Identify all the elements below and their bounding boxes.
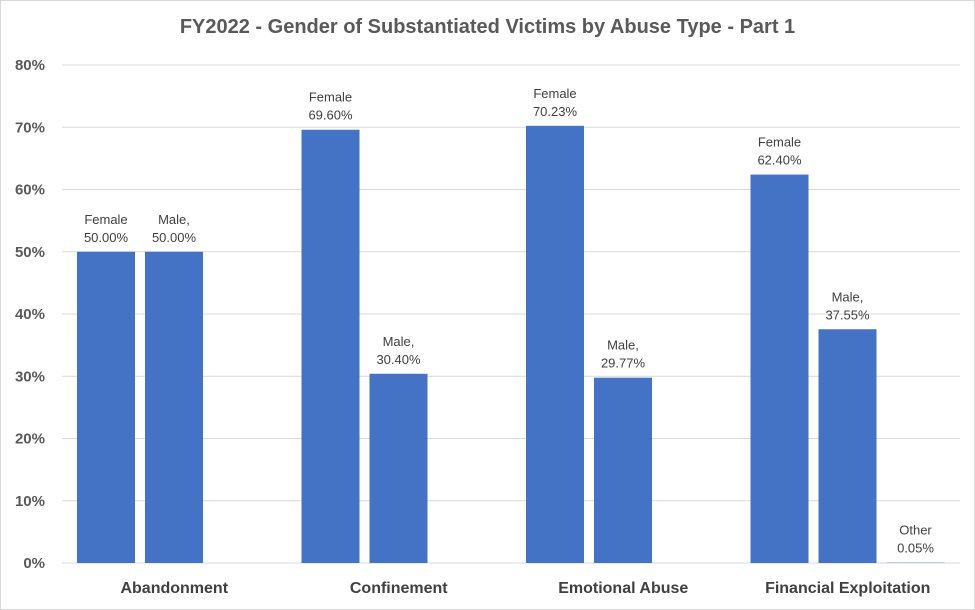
data-label-name: Male, [832, 289, 864, 304]
data-label-name: Male, [607, 338, 639, 353]
y-tick-label: 40% [15, 306, 45, 323]
data-label-name: Male, [158, 212, 190, 227]
data-label-name: Female [533, 86, 576, 101]
data-label-value: 0.05% [897, 541, 934, 556]
bar [145, 251, 203, 563]
x-axis-categories: Abandonment Confinement Emotional Abuse Fin… [120, 580, 930, 597]
data-label-name: Other [899, 523, 932, 538]
data-labels: Female 50.00% Female 69.60% Female 70.23% Fema… [84, 86, 934, 556]
y-tick-label: 30% [15, 368, 45, 385]
bar [526, 125, 584, 564]
y-tick-label: 20% [15, 431, 45, 448]
data-label-value: 50.00% [84, 230, 129, 245]
y-tick-label: 70% [15, 119, 45, 136]
data-label-name: Female [84, 212, 127, 227]
data-label-value: 70.23% [533, 104, 578, 119]
data-label-value: 69.60% [308, 108, 353, 123]
y-tick-label: 0% [23, 555, 45, 572]
y-axis-ticks: 0% 10% 20% 30% 40% 50% 60% 70% 80% [15, 57, 45, 572]
bar [77, 251, 135, 563]
chart-title: FY2022 - Gender of Substantiated Victims… [179, 16, 796, 38]
x-category-label: Confinement [350, 580, 448, 597]
y-tick-label: 10% [15, 493, 45, 510]
x-category-label: Emotional Abuse [558, 580, 688, 597]
bar [750, 174, 809, 563]
data-label-value: 29.77% [601, 356, 646, 371]
y-tick-label: 80% [15, 57, 45, 74]
bars [77, 125, 945, 564]
data-label-name: Female [309, 90, 352, 105]
data-label-value: 37.55% [825, 307, 870, 322]
y-tick-label: 60% [15, 182, 45, 199]
data-label-name: Male, [383, 334, 415, 349]
bar [369, 373, 428, 563]
x-category-label: Abandonment [120, 580, 228, 597]
y-tick-label: 50% [15, 244, 45, 261]
bar [301, 129, 360, 564]
data-label-value: 30.40% [376, 352, 421, 367]
data-label-name: Female [758, 135, 801, 150]
x-category-label: Financial Exploitation [765, 580, 930, 597]
bar [818, 329, 877, 563]
data-label-value: 62.40% [757, 153, 802, 168]
bar [594, 377, 652, 563]
gridlines [62, 64, 960, 564]
data-label-value: 50.00% [152, 230, 197, 245]
